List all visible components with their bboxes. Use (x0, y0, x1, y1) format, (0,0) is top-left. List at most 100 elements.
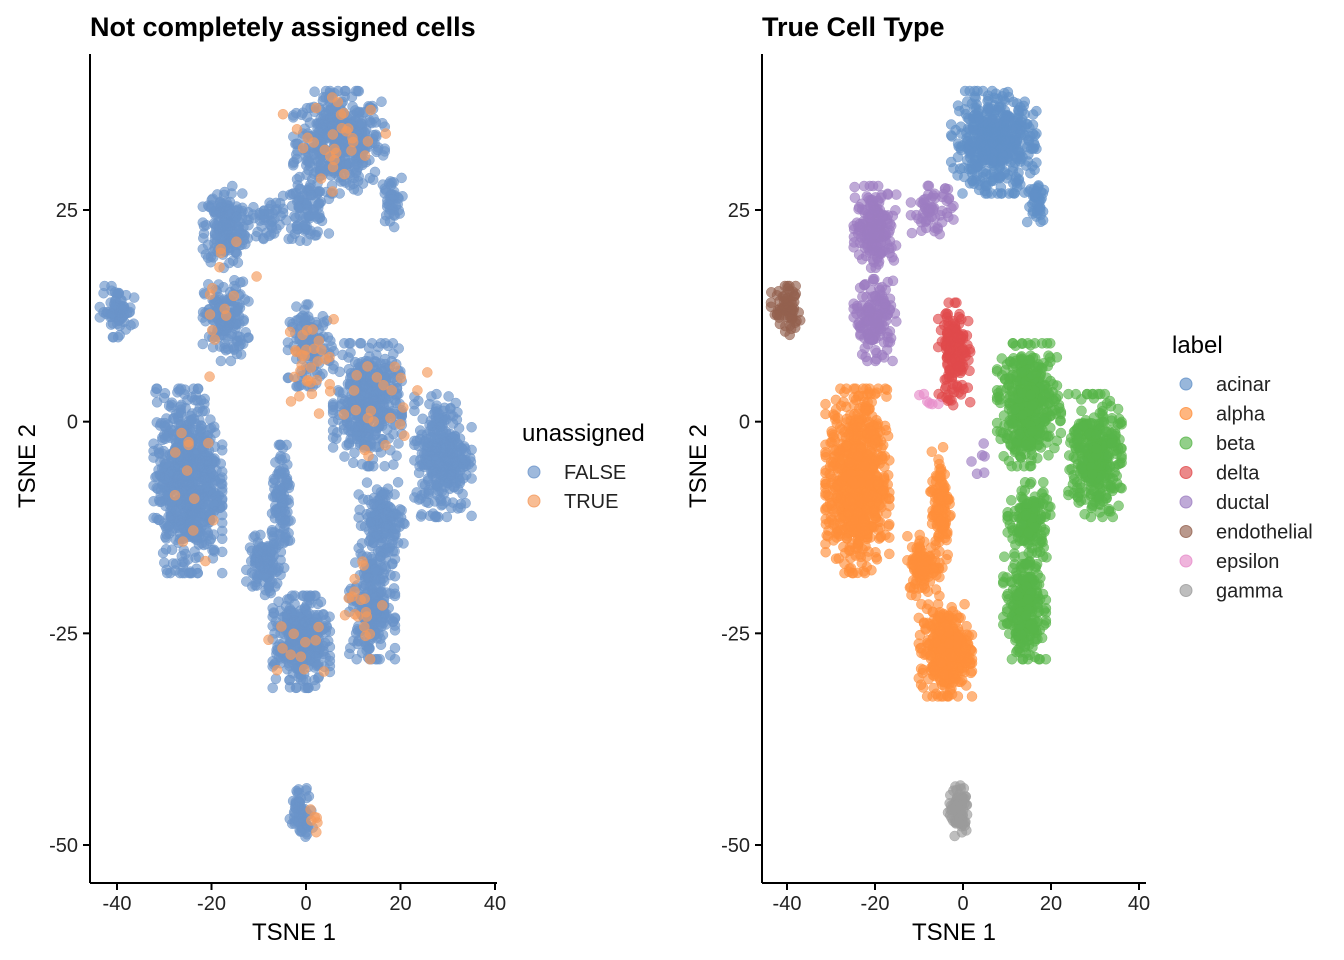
data-point-false (436, 486, 448, 497)
data-point-false (215, 355, 227, 367)
data-point-false (276, 506, 287, 517)
data-point-acinar (963, 113, 975, 125)
data-point-true (284, 326, 296, 338)
data-point-acinar (1019, 96, 1031, 107)
data-point-true (378, 379, 389, 391)
data-point-true (394, 419, 406, 430)
data-point-true (297, 329, 308, 341)
data-point-false (192, 395, 203, 406)
data-point-true (203, 437, 214, 449)
data-point-false (364, 172, 376, 184)
data-point-false (167, 558, 179, 569)
data-point-false (415, 493, 426, 504)
data-point-acinar (990, 144, 1001, 156)
data-point-ductal (889, 308, 901, 319)
data-point-ductal (870, 345, 881, 356)
data-point-false (216, 567, 228, 579)
data-point-false (209, 456, 220, 467)
data-point-false (107, 307, 118, 319)
data-point-false (309, 86, 320, 97)
data-point-false (389, 642, 401, 654)
data-point-true (422, 367, 433, 378)
legend-label-true: TRUE (564, 491, 618, 513)
data-point-false (301, 160, 312, 171)
data-point-true (319, 144, 331, 156)
data-point-true (176, 427, 187, 439)
data-point-acinar (1013, 108, 1024, 119)
data-point-false (197, 201, 209, 212)
data-point-false (192, 406, 203, 418)
data-point-acinar (982, 95, 993, 107)
data-point-false (353, 85, 365, 97)
data-point-true (271, 664, 283, 676)
data-point-acinar (1021, 216, 1033, 228)
data-point-false (376, 96, 387, 107)
data-point-false (388, 459, 399, 470)
data-point-false (458, 473, 469, 484)
data-point-true (359, 444, 370, 456)
data-point-true (288, 628, 299, 640)
data-point-true (332, 96, 344, 108)
data-point-false (318, 645, 329, 657)
data-point-ductal (936, 205, 948, 217)
x-tick-label: 40 (484, 893, 506, 915)
data-point-false (148, 438, 159, 449)
data-point-false (274, 485, 285, 497)
data-point-false (466, 510, 477, 522)
data-point-false (216, 533, 228, 545)
data-point-true (365, 405, 377, 417)
data-point-false (389, 653, 401, 665)
data-point-ductal (874, 215, 885, 227)
data-point-true (328, 313, 339, 325)
data-point-false (390, 200, 402, 211)
data-point-false (334, 366, 345, 378)
data-point-false (396, 172, 407, 184)
data-point-false (275, 450, 286, 462)
data-point-false (362, 371, 374, 382)
data-point-false (441, 511, 453, 523)
data-point-false (294, 235, 306, 246)
data-point-acinar (1019, 139, 1030, 150)
data-point-false (379, 612, 391, 623)
data-point-ductal (936, 216, 948, 228)
data-point-false (381, 424, 393, 435)
data-point-true (200, 555, 211, 567)
data-point-true (300, 636, 311, 648)
data-point-false (422, 473, 434, 484)
x-tick-label: 0 (300, 893, 311, 915)
data-point-false (232, 257, 244, 268)
data-point-ductal (872, 195, 884, 206)
data-point-acinar (998, 122, 1010, 134)
data-point-false (249, 530, 261, 541)
data-point-false (430, 464, 441, 475)
data-point-false (337, 349, 348, 361)
data-point-false (255, 560, 266, 572)
data-point-true (208, 515, 219, 526)
data-point-false (295, 183, 306, 195)
data-point-true (277, 108, 289, 120)
left-y-axis-label: TSNE 2 (14, 424, 41, 508)
data-point-true (351, 370, 362, 381)
data-point-false (151, 397, 163, 408)
data-point-false (398, 538, 409, 549)
data-point-false (389, 620, 401, 631)
data-point-false (339, 451, 350, 462)
data-point-false (320, 108, 332, 119)
data-point-false (157, 448, 168, 460)
data-point-acinar (977, 151, 988, 162)
data-point-ductal (882, 276, 894, 288)
data-point-endothelial (789, 290, 800, 302)
data-point-false (299, 617, 310, 628)
data-point-false (313, 199, 324, 210)
data-point-true (308, 137, 320, 148)
right-scatter-points (765, 85, 1127, 842)
data-point-ductal (869, 273, 880, 285)
data-point-true (365, 104, 376, 116)
data-point-true (313, 408, 325, 419)
data-point-false (216, 466, 228, 477)
data-point-acinar (988, 155, 999, 167)
data-point-acinar (946, 131, 958, 142)
data-point-true (285, 649, 296, 660)
